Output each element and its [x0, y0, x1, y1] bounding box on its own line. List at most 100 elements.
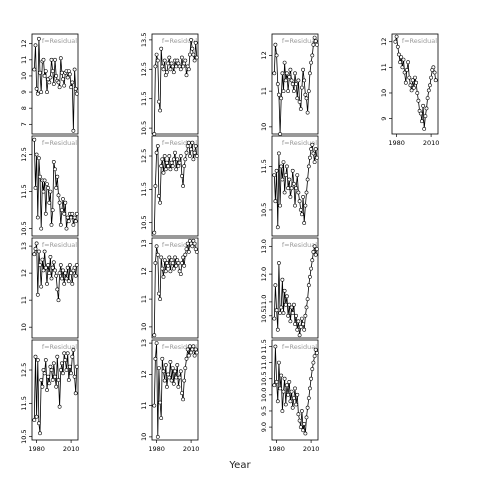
data-point-r4c2 — [169, 378, 174, 383]
data-point-r2c3 — [313, 147, 318, 151]
data-point-r4c1 — [58, 368, 63, 372]
data-point-r1c3 — [309, 60, 314, 65]
data-point-r4c2 — [164, 384, 169, 389]
y-tick-label-r1c1: 7 — [20, 122, 28, 126]
data-point-r4c2 — [186, 353, 191, 358]
data-point-r1c3 — [273, 42, 278, 47]
data-point-r1c4 — [408, 83, 413, 88]
data-point-r1c4 — [416, 98, 421, 103]
data-point-r4c3 — [274, 379, 279, 384]
data-point-r2c2 — [177, 160, 182, 165]
strip-label-r1c1: f=Residual — [42, 37, 77, 45]
data-point-r2c3 — [274, 168, 279, 173]
data-point-r2c2 — [185, 144, 190, 148]
data-point-r3c3 — [303, 313, 308, 318]
data-point-r4c3 — [289, 389, 294, 394]
data-point-r2c2 — [179, 174, 184, 178]
data-point-r4c2 — [193, 347, 198, 352]
y-tick-label-r4c3: 10.5 — [260, 371, 268, 385]
data-point-r1c2 — [168, 67, 173, 72]
data-point-r4c3 — [299, 409, 304, 413]
x-tick-label-r4c3: 1980 — [268, 445, 285, 453]
data-point-r3c1 — [60, 276, 64, 281]
data-point-r1c1 — [38, 70, 42, 75]
data-point-r2c3 — [307, 155, 312, 160]
y-tick-label-r1c2: 12.5 — [140, 62, 148, 76]
y-tick-label-r1c3: 10 — [260, 123, 268, 131]
data-point-r2c2 — [193, 144, 198, 148]
y-tick-label-r4c3: 11.5 — [260, 339, 268, 353]
data-point-r4c3 — [273, 344, 278, 349]
data-point-r1c2 — [189, 38, 194, 42]
data-point-r2c1 — [32, 137, 37, 142]
data-point-r3c2 — [194, 249, 199, 254]
data-point-r1c4 — [419, 119, 424, 124]
data-point-r2c2 — [178, 154, 183, 158]
data-point-r2c3 — [279, 164, 284, 169]
data-point-r1c3 — [286, 89, 291, 94]
data-point-r1c3 — [297, 100, 302, 104]
y-tick-label-r1c3: 11 — [260, 87, 268, 95]
data-point-r4c3 — [275, 399, 280, 404]
strip-label-r2c1: f=Residual — [42, 139, 77, 147]
data-point-r3c3 — [302, 327, 307, 332]
data-point-r3c2 — [161, 274, 166, 279]
strip-label-r3c3: f=Residual — [282, 241, 317, 249]
data-point-r2c1 — [63, 200, 68, 205]
data-point-r4c2 — [178, 369, 183, 374]
data-point-r1c3 — [307, 71, 312, 76]
data-point-r4c2 — [190, 347, 195, 352]
data-point-r3c3 — [293, 322, 297, 327]
data-point-r1c1 — [60, 70, 64, 75]
data-point-r2c3 — [288, 194, 293, 199]
data-point-r2c2 — [155, 144, 160, 148]
data-point-r2c1 — [41, 189, 46, 194]
data-point-r1c3 — [276, 92, 281, 97]
data-point-r1c1 — [43, 69, 48, 74]
data-point-r4c3 — [311, 360, 316, 365]
data-point-r2c2 — [168, 167, 173, 172]
data-point-r3c1 — [55, 287, 60, 292]
panel-frame-r4c3 — [271, 339, 319, 441]
data-point-r1c1 — [41, 57, 46, 62]
data-point-r3c3 — [289, 305, 294, 310]
data-point-r2c2 — [173, 150, 177, 155]
data-point-r2c2 — [181, 184, 186, 188]
data-point-r2c1 — [43, 211, 48, 216]
y-tick-label-r1c1: 11 — [20, 56, 28, 64]
data-point-r1c3 — [284, 71, 289, 76]
data-point-r2c1 — [49, 222, 54, 227]
data-point-r2c2 — [176, 164, 181, 168]
y-tick-label-r3c1: 10 — [20, 323, 28, 331]
data-point-r4c3 — [283, 402, 288, 407]
data-point-r3c2 — [174, 263, 179, 268]
data-point-r2c2 — [189, 147, 194, 152]
y-tick-label-r4c2: 10 — [140, 433, 148, 441]
data-point-r2c2 — [162, 154, 167, 158]
data-point-r4c2 — [192, 353, 197, 358]
data-point-r2c2 — [187, 154, 192, 158]
data-point-r1c3 — [278, 132, 283, 136]
data-point-r1c2 — [191, 52, 196, 57]
data-point-r1c2 — [159, 46, 164, 51]
data-point-r4c3 — [278, 386, 283, 391]
y-tick-label-r2c1: 10.5 — [20, 221, 28, 235]
data-point-r3c1 — [53, 268, 57, 273]
data-point-r1c2 — [183, 58, 188, 63]
data-point-r3c2 — [167, 255, 172, 260]
data-point-r1c4 — [423, 114, 428, 119]
data-point-r4c2 — [161, 369, 166, 374]
data-point-r2c3 — [283, 173, 288, 178]
data-point-r3c1 — [65, 265, 70, 270]
data-point-r4c1 — [69, 371, 74, 376]
y-tick-label-r3c2: 10 — [140, 323, 148, 331]
data-point-r4c2 — [171, 381, 176, 386]
data-point-r3c1 — [47, 271, 52, 276]
data-point-r3c3 — [287, 302, 292, 307]
data-point-r4c2 — [182, 378, 187, 383]
data-point-r2c3 — [302, 221, 307, 225]
data-point-r1c2 — [167, 55, 172, 60]
data-point-r4c2 — [187, 344, 192, 349]
data-point-r1c4 — [413, 75, 417, 80]
